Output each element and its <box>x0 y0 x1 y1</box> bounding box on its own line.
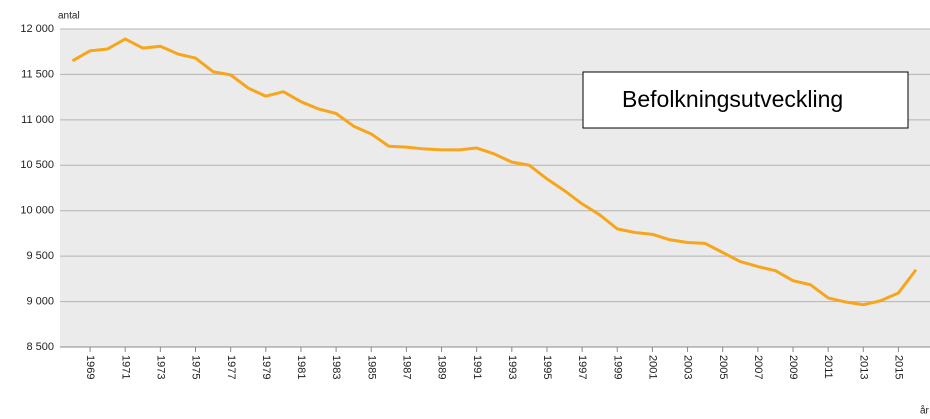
y-axis-label: antal <box>58 11 80 22</box>
x-tick-label: 1969 <box>84 355 96 379</box>
x-tick-label: 2001 <box>647 355 659 379</box>
x-tick-label: 1989 <box>436 355 448 379</box>
x-tick-label: 1979 <box>260 355 272 379</box>
x-tick-label: 1999 <box>611 355 623 379</box>
y-tick-label: 8 500 <box>26 341 54 353</box>
x-tick-label: 1995 <box>541 355 553 379</box>
x-tick-label: 1975 <box>190 355 202 379</box>
x-tick-label: 2013 <box>857 355 869 379</box>
x-tick-label: 2005 <box>717 355 729 379</box>
x-tick-label: 1981 <box>295 355 307 379</box>
x-tick-label: 2015 <box>893 355 905 379</box>
y-tick-label: 12 000 <box>20 23 54 35</box>
x-tick-label: 1977 <box>225 355 237 379</box>
y-tick-label: 9 000 <box>26 295 54 307</box>
x-tick-label: 1991 <box>471 355 483 379</box>
y-tick-label: 11 000 <box>21 114 54 126</box>
x-tick-label: 1993 <box>506 355 518 379</box>
data-line <box>71 37 918 307</box>
x-axis-label: år <box>920 405 930 417</box>
x-tick-label: 2009 <box>787 355 799 379</box>
x-tick-label: 2007 <box>752 355 764 379</box>
x-tick-label: 1987 <box>400 355 412 379</box>
x-tick-label: 1985 <box>365 355 377 379</box>
x-tick-label: 1983 <box>330 355 342 379</box>
annotation-box <box>582 71 909 129</box>
x-tick-label: 2011 <box>822 355 834 379</box>
x-tick-label: 1973 <box>154 355 166 379</box>
y-tick-label: 10 000 <box>20 205 54 217</box>
y-tick-label: 9 500 <box>26 250 54 262</box>
y-tick-label: 10 500 <box>20 159 54 171</box>
x-tick-label: 1997 <box>576 355 588 379</box>
annotation: Befolkningsutveckling <box>622 86 843 112</box>
x-tick-label: 1971 <box>119 355 131 379</box>
y-tick-label: 11 500 <box>21 68 54 80</box>
x-tick-label: 2003 <box>682 355 694 379</box>
